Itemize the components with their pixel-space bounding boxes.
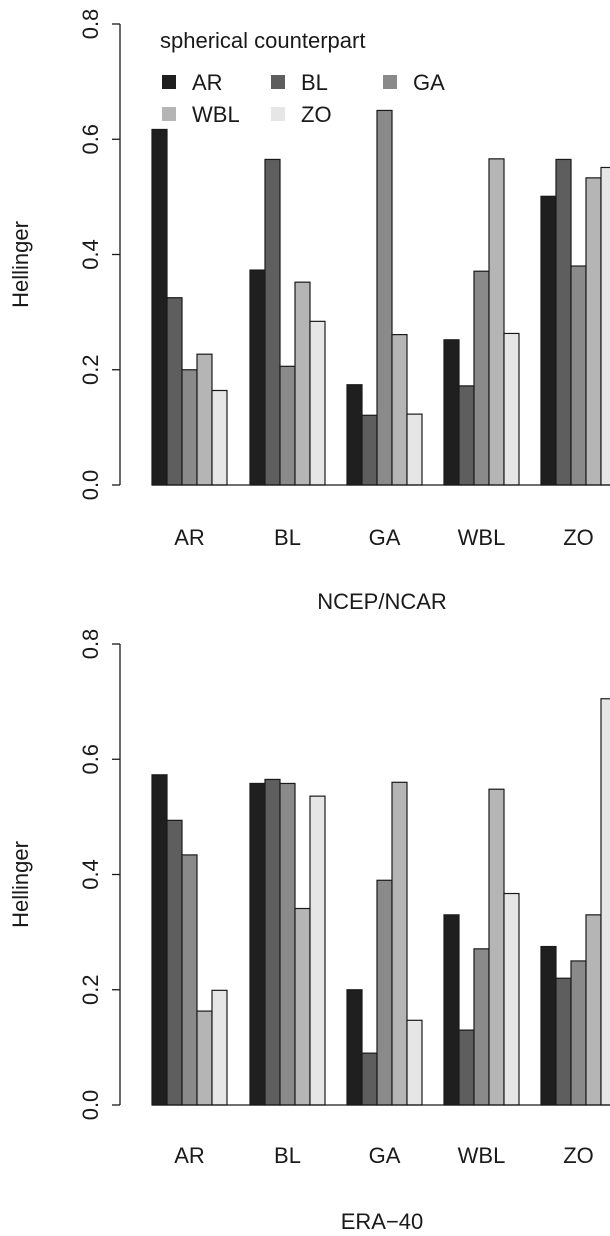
x-category-label-ga: GA bbox=[369, 1143, 401, 1168]
x-category-label-wbl: WBL bbox=[458, 1143, 506, 1168]
chart-panel-era-40: 0.0 0.2 0.4 0.6 0.8 Hellinger AR BL GA WBL ZO ERA−4… bbox=[8, 629, 610, 1234]
legend-title: spherical counterpart bbox=[160, 28, 365, 53]
y-axis-label: Hellinger bbox=[8, 221, 33, 308]
bar-bl-zo bbox=[309, 795, 326, 1106]
bar-ar-ga bbox=[181, 369, 198, 486]
chart-title: NCEP/NCAR bbox=[317, 589, 447, 614]
bar-ar-bl bbox=[166, 297, 183, 486]
bar-zo-wbl bbox=[585, 914, 602, 1106]
bar-ga-ar bbox=[346, 989, 363, 1106]
bar-zo-bl bbox=[555, 158, 572, 486]
legend-label-zo: ZO bbox=[301, 102, 332, 127]
legend-label-wbl: WBL bbox=[192, 102, 240, 127]
chart-title: ERA−40 bbox=[341, 1209, 424, 1234]
bar-zo-wbl bbox=[585, 177, 602, 486]
bar-ga-wbl bbox=[391, 333, 408, 486]
legend-label-bl: BL bbox=[301, 70, 328, 95]
bar-wbl-wbl bbox=[488, 158, 505, 486]
bar-ar-ar bbox=[151, 128, 168, 486]
bar-zo-zo bbox=[600, 166, 610, 486]
bar-wbl-bl bbox=[458, 385, 475, 486]
x-category-label-wbl: WBL bbox=[458, 525, 506, 550]
x-category-label-ga: GA bbox=[369, 525, 401, 550]
legend-label-ga: GA bbox=[413, 70, 445, 95]
bar-bl-ar bbox=[249, 269, 266, 486]
bar-wbl-ga bbox=[473, 948, 490, 1106]
legend: spherical counterpart AR BL GA WBL ZO bbox=[160, 28, 445, 127]
y-tick-label: 0.6 bbox=[78, 744, 103, 775]
bar-bl-wbl bbox=[294, 281, 311, 486]
chart-panel-ncep-ncar: 0.0 0.2 0.4 0.6 0.8 Hellinger AR BL GA WBL ZO NCEP/… bbox=[8, 9, 610, 614]
bar-ga-ga bbox=[376, 879, 393, 1106]
bar-bl-ga bbox=[279, 365, 296, 486]
bar-ar-ga bbox=[181, 854, 198, 1106]
y-tick-label: 0.4 bbox=[78, 239, 103, 270]
bar-ga-ga bbox=[376, 109, 393, 486]
bar-wbl-ar bbox=[443, 914, 460, 1106]
y-tick-label: 0.8 bbox=[78, 629, 103, 660]
bar-ar-wbl bbox=[196, 1010, 213, 1106]
y-tick-label: 0.2 bbox=[78, 354, 103, 385]
bar-zo-ga bbox=[570, 960, 587, 1106]
bar-ar-wbl bbox=[196, 353, 213, 486]
legend-swatch-zo bbox=[271, 107, 285, 121]
bar-bl-zo bbox=[309, 320, 326, 486]
bar-wbl-wbl bbox=[488, 788, 505, 1106]
x-category-label-ar: AR bbox=[174, 525, 205, 550]
legend-swatch-ar bbox=[162, 75, 176, 89]
bar-bl-bl bbox=[264, 158, 281, 486]
y-tick-label: 0.0 bbox=[78, 470, 103, 501]
y-tick-label: 0.8 bbox=[78, 9, 103, 40]
bar-ar-zo bbox=[211, 989, 228, 1106]
bar-ar-bl bbox=[166, 819, 183, 1106]
y-tick-label: 0.0 bbox=[78, 1090, 103, 1121]
bar-ar-ar bbox=[151, 774, 168, 1106]
legend-swatch-wbl bbox=[162, 107, 176, 121]
bar-zo-ga bbox=[570, 265, 587, 486]
bar-bl-bl bbox=[264, 778, 281, 1106]
y-tick-label: 0.4 bbox=[78, 859, 103, 890]
legend-swatch-ga bbox=[383, 75, 397, 89]
x-category-label-zo: ZO bbox=[563, 1143, 594, 1168]
bar-bl-ar bbox=[249, 782, 266, 1106]
x-category-label-bl: BL bbox=[274, 525, 301, 550]
bar-wbl-ga bbox=[473, 270, 490, 486]
bar-zo-zo bbox=[600, 698, 610, 1106]
bar-bl-wbl bbox=[294, 907, 311, 1106]
bar-zo-bl bbox=[555, 977, 572, 1106]
y-axis-label: Hellinger bbox=[8, 841, 33, 928]
legend-label-ar: AR bbox=[192, 70, 223, 95]
bar-ga-wbl bbox=[391, 781, 408, 1106]
y-tick-label: 0.6 bbox=[78, 124, 103, 155]
bar-wbl-bl bbox=[458, 1029, 475, 1106]
bar-zo-ar bbox=[540, 945, 557, 1106]
bar-ga-bl bbox=[361, 414, 378, 486]
y-tick-label: 0.2 bbox=[78, 974, 103, 1005]
bar-ga-ar bbox=[346, 384, 363, 486]
x-category-label-bl: BL bbox=[274, 1143, 301, 1168]
bar-ga-zo bbox=[406, 1019, 423, 1106]
bar-ar-zo bbox=[211, 389, 228, 486]
x-category-label-zo: ZO bbox=[563, 525, 594, 550]
bar-ga-bl bbox=[361, 1052, 378, 1106]
bar-zo-ar bbox=[540, 195, 557, 486]
bar-bl-ga bbox=[279, 782, 296, 1106]
bar-wbl-zo bbox=[503, 332, 520, 486]
legend-swatch-bl bbox=[271, 75, 285, 89]
bar-ga-zo bbox=[406, 413, 423, 486]
x-category-label-ar: AR bbox=[174, 1143, 205, 1168]
bar-wbl-ar bbox=[443, 339, 460, 486]
bar-wbl-zo bbox=[503, 892, 520, 1106]
